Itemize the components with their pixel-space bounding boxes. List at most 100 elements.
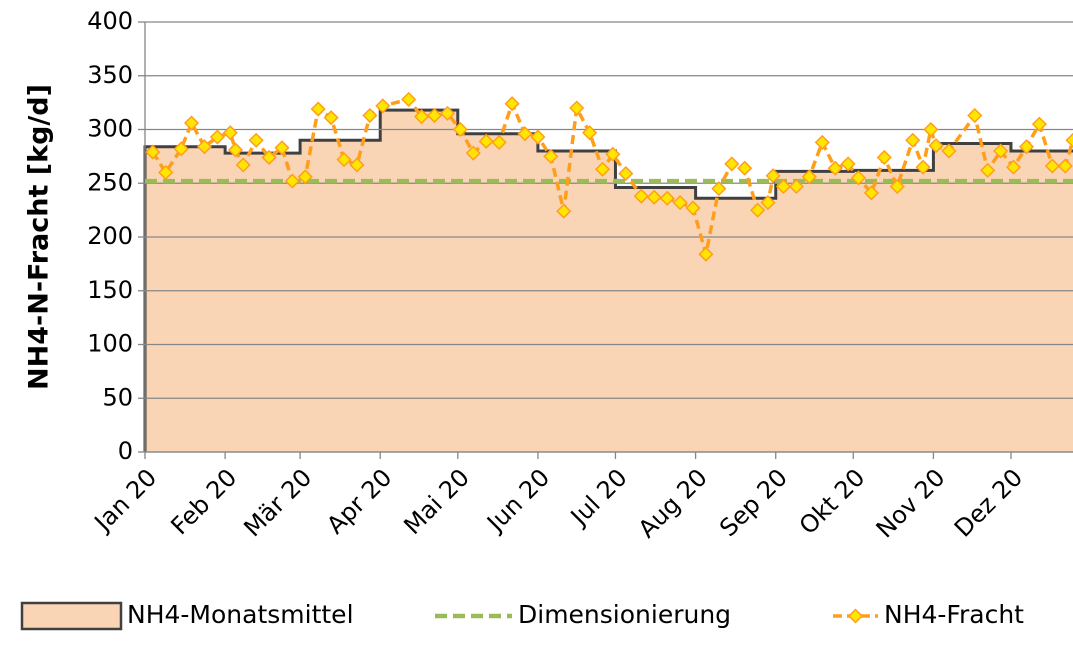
x-tick-label: Mär 20 <box>238 463 317 542</box>
marker <box>633 188 649 204</box>
marker <box>222 125 238 141</box>
marker <box>750 202 766 218</box>
marker <box>659 190 675 206</box>
x-tick-label: Jan 20 <box>88 463 162 537</box>
marker <box>504 96 520 112</box>
marker <box>923 121 939 138</box>
marker <box>173 141 189 157</box>
marker <box>362 107 378 124</box>
marker <box>582 125 598 141</box>
y-tick-label: 350 <box>87 61 133 89</box>
marker <box>1044 158 1060 174</box>
x-tick-label: Nov 20 <box>871 463 951 543</box>
marker <box>915 159 931 175</box>
x-tick-label: Apr 20 <box>321 463 397 539</box>
legend-label: NH4-Fracht <box>884 600 1024 629</box>
marker <box>788 178 804 195</box>
marker <box>465 145 481 161</box>
marker <box>248 132 264 148</box>
y-axis-title: NH4-N-Fracht [kg/d] <box>24 84 55 390</box>
marker <box>235 157 251 173</box>
marker <box>209 129 225 145</box>
x-tick-label: Feb 20 <box>165 463 242 540</box>
marker <box>765 168 781 184</box>
marker <box>261 149 277 166</box>
marker <box>698 246 714 262</box>
marker <box>284 173 300 189</box>
legend-swatch <box>20 601 123 631</box>
x-tick-label: Mai 20 <box>398 463 475 540</box>
marker <box>452 121 468 138</box>
x-tick-label: Jun 20 <box>480 463 555 538</box>
x-tick-label: Okt 20 <box>794 463 871 540</box>
marker <box>801 169 817 185</box>
marker <box>863 185 879 201</box>
y-tick-label: 150 <box>87 276 133 304</box>
marker <box>1005 159 1022 175</box>
marker <box>158 164 174 181</box>
marker <box>1031 116 1047 132</box>
x-tick-label: Dez 20 <box>949 463 1028 542</box>
marker <box>840 156 856 172</box>
marker <box>618 166 634 182</box>
marker <box>426 107 443 124</box>
marker <box>310 101 326 117</box>
legend-label: NH4-Monatsmittel <box>127 600 354 629</box>
marker <box>711 181 727 197</box>
marker <box>605 146 621 162</box>
y-tick-label: 0 <box>118 437 133 465</box>
marker <box>439 105 456 121</box>
marker <box>1065 132 1073 148</box>
marker <box>876 149 892 166</box>
marker <box>375 98 391 114</box>
marker <box>827 160 843 176</box>
y-tick-label: 250 <box>87 168 133 196</box>
y-tick-label: 400 <box>87 7 133 35</box>
marker <box>530 129 546 145</box>
marker <box>543 148 559 164</box>
y-tick-label: 50 <box>102 383 133 411</box>
marker <box>941 143 957 159</box>
marker <box>1057 158 1073 174</box>
marker <box>775 178 792 195</box>
marker <box>594 161 611 177</box>
marker <box>297 169 313 185</box>
y-tick-label: 300 <box>87 115 133 143</box>
marker <box>737 160 753 176</box>
marker <box>478 133 494 149</box>
marker <box>850 170 867 186</box>
x-tick-label: Jul 20 <box>564 463 633 532</box>
marker <box>556 203 572 219</box>
marker <box>1018 139 1035 155</box>
marker <box>145 144 161 160</box>
area <box>145 110 1073 453</box>
legend-label: Dimensionierung <box>518 600 731 629</box>
marker <box>491 134 507 150</box>
marker <box>569 100 585 116</box>
marker <box>672 195 688 211</box>
marker <box>905 132 921 148</box>
marker <box>183 115 200 131</box>
marker <box>274 140 290 156</box>
marker <box>227 142 244 158</box>
marker <box>967 107 983 124</box>
marker <box>349 157 365 173</box>
marker <box>517 126 533 142</box>
marker <box>980 162 996 178</box>
marker <box>993 143 1009 159</box>
marker <box>414 109 430 125</box>
marker <box>401 91 417 107</box>
marker <box>889 178 905 195</box>
marker <box>760 195 776 211</box>
marker <box>685 200 701 216</box>
marker <box>646 189 662 205</box>
marker <box>196 139 213 155</box>
y-tick-label: 100 <box>87 330 133 358</box>
marker <box>724 156 740 172</box>
x-tick-label: Sep 20 <box>714 463 793 542</box>
x-tick-label: Aug 20 <box>633 463 713 543</box>
marker <box>814 134 830 150</box>
legend-marker <box>847 608 864 624</box>
y-tick-label: 200 <box>87 222 133 250</box>
